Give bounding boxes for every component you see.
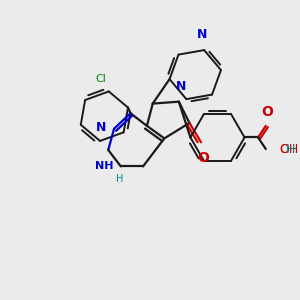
Text: O: O xyxy=(261,105,273,119)
Text: NH: NH xyxy=(94,161,113,171)
Text: Cl: Cl xyxy=(96,74,106,84)
Text: H: H xyxy=(286,142,296,155)
Text: H: H xyxy=(116,174,124,184)
Text: OH: OH xyxy=(279,142,298,155)
Text: N: N xyxy=(176,80,186,93)
Text: N: N xyxy=(96,121,106,134)
Text: N: N xyxy=(197,28,207,41)
Text: O: O xyxy=(197,151,209,165)
Text: O: O xyxy=(279,142,289,155)
